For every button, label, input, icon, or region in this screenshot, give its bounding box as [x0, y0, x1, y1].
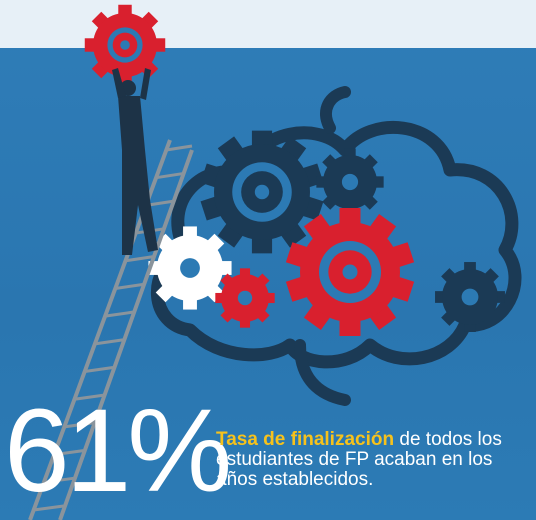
gear-center [466, 293, 474, 301]
gear-center [185, 263, 195, 273]
gear [201, 131, 324, 254]
ladder-rung [156, 174, 182, 178]
gear-center [255, 185, 269, 199]
gear [215, 268, 274, 327]
gears [85, 5, 505, 336]
gear-center [241, 294, 248, 301]
gear [85, 5, 165, 85]
ladder-rung [166, 146, 192, 150]
ladder-rung [105, 312, 133, 316]
ladder-rung [126, 257, 153, 261]
stat-highlight: Tasa de finalización [216, 429, 394, 450]
infographic: 61% Tasa de finalización de todos los es… [0, 0, 536, 520]
stat-caption: Tasa de finalización de todos los estudi… [216, 430, 536, 490]
ladder-rung [95, 340, 123, 344]
man [112, 68, 158, 255]
gear [435, 262, 505, 332]
ladder-rung [85, 368, 113, 372]
gear [316, 148, 383, 215]
stat-figure: 61% [4, 392, 228, 510]
gear-center [343, 265, 358, 280]
gear [286, 208, 414, 336]
gear-center [346, 178, 354, 186]
ladder-rung [115, 284, 142, 288]
gear-center [120, 40, 130, 50]
